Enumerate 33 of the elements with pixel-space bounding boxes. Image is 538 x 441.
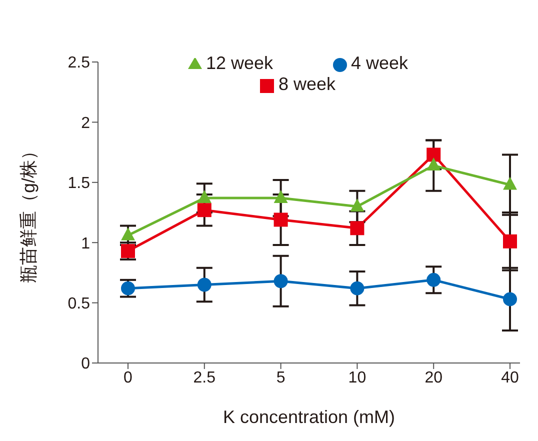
point [350, 221, 364, 236]
y-tick-label: 2.5 [68, 54, 90, 72]
x-tick-label: 5 [276, 369, 286, 386]
x-tick-label: 20 [424, 369, 443, 386]
point [350, 281, 364, 296]
point [426, 158, 441, 171]
point [274, 212, 288, 227]
point [350, 198, 364, 212]
point [197, 203, 212, 218]
point [503, 176, 517, 190]
y-tick-label: 2 [81, 114, 90, 132]
point [274, 274, 288, 288]
legend-label: 12 week [206, 53, 273, 73]
x-tick-label: 10 [348, 369, 366, 386]
point [121, 227, 135, 240]
y-axis-title: 瓶苗鲜重（g/株） [18, 142, 38, 284]
x-tick-label: 2.5 [193, 369, 216, 386]
point [274, 190, 288, 204]
y-tick-label: 1.5 [68, 175, 90, 192]
point [197, 278, 212, 292]
point [426, 148, 441, 162]
x-tick-label: 0 [124, 369, 133, 386]
point [503, 234, 517, 248]
x-tick-label: 40 [501, 369, 519, 386]
y-tick-label: 0.5 [68, 295, 90, 312]
x-axis-title: K concentration (mM) [222, 407, 396, 427]
y-tick-label: 1 [81, 235, 90, 252]
legend-label: 8 week [278, 74, 336, 94]
point [426, 272, 441, 287]
legend-label: 4 week [351, 53, 408, 73]
point [503, 292, 517, 306]
y-tick-label: 0 [81, 356, 90, 373]
point [197, 190, 212, 204]
